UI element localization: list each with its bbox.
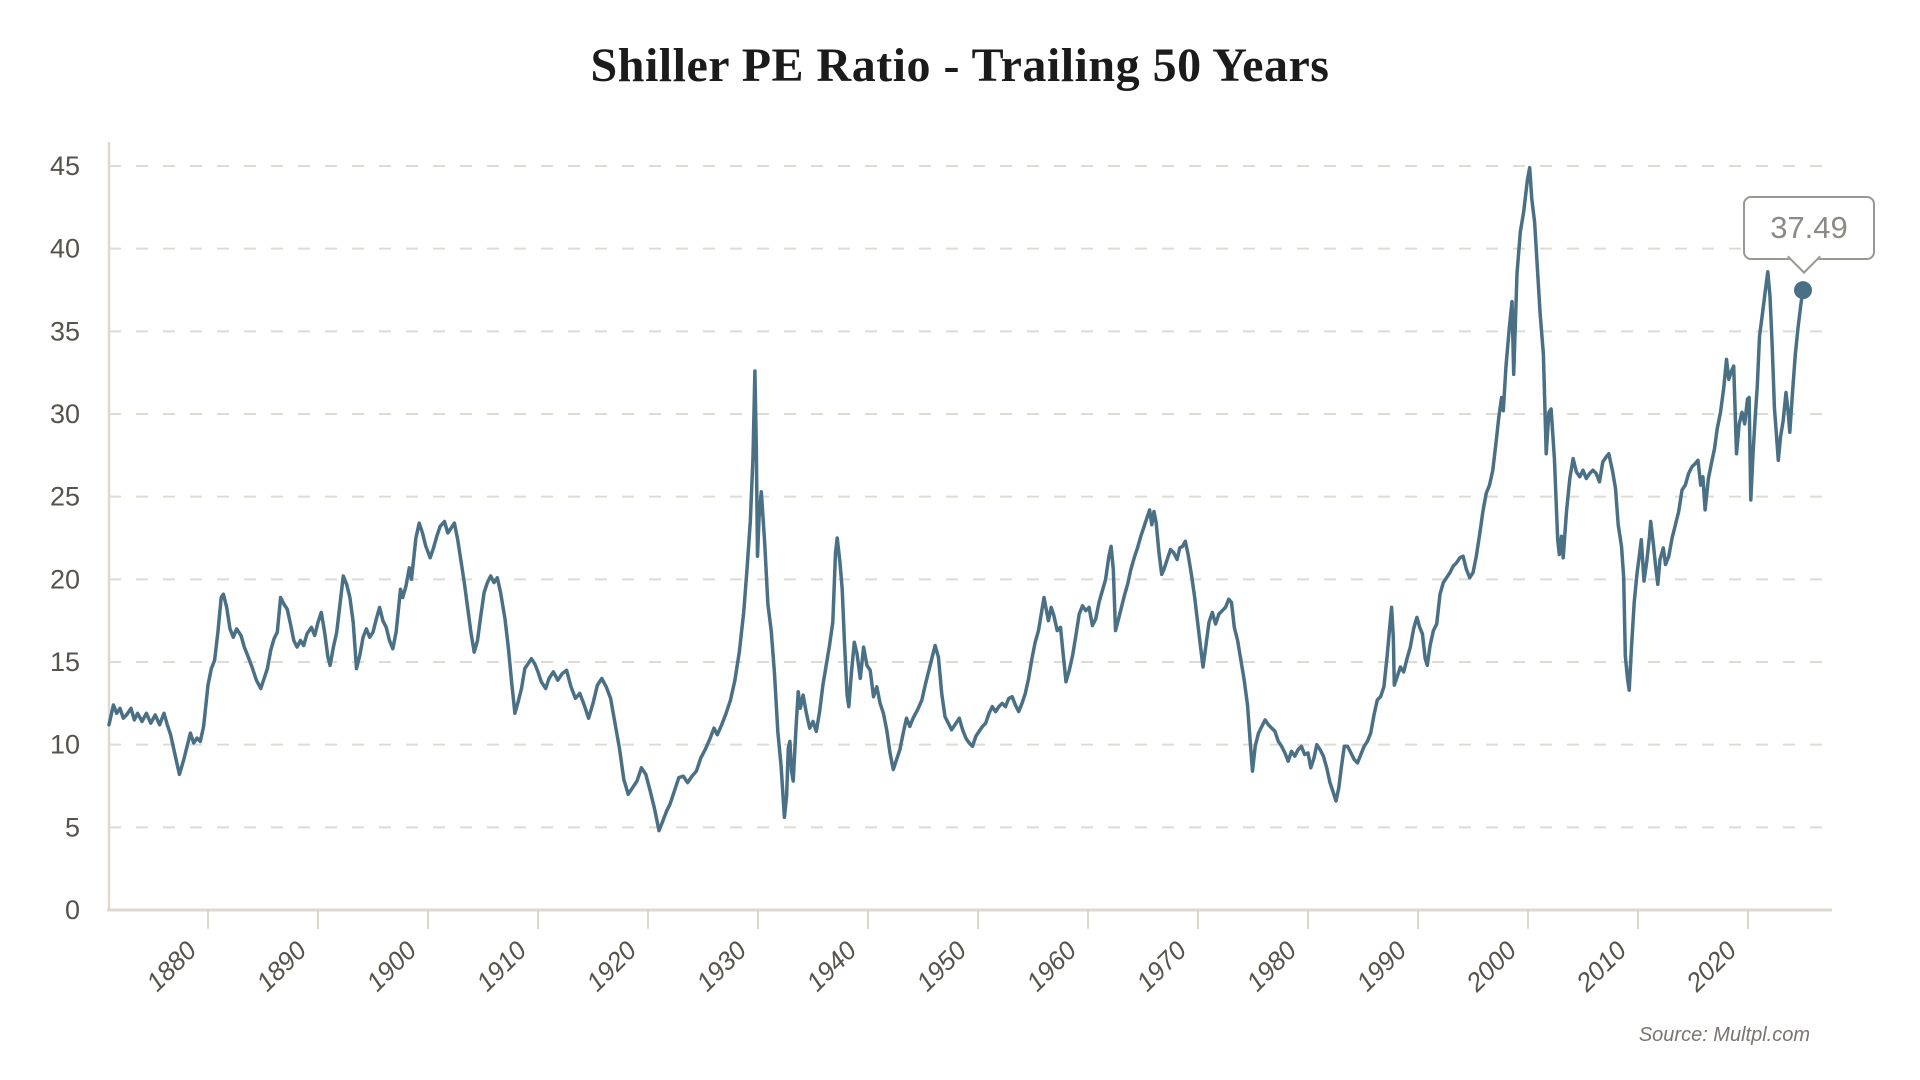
- y-axis-label-10: 10: [50, 730, 80, 760]
- x-axis-label-1920: 1920: [580, 935, 642, 997]
- x-axis-label-2020: 2020: [1679, 935, 1742, 998]
- x-axis-label-1950: 1950: [910, 935, 972, 997]
- x-axis-label-1990: 1990: [1350, 935, 1412, 997]
- y-axis-label-0: 0: [65, 895, 80, 925]
- x-axis-label-1960: 1960: [1020, 935, 1082, 997]
- x-axis-label-1940: 1940: [800, 935, 862, 997]
- source-credit: Source: Multpl.com: [1638, 1024, 1810, 1046]
- x-axis-label-2000: 2000: [1459, 935, 1522, 998]
- x-axis-label-1910: 1910: [470, 935, 532, 997]
- x-axis-label-2010: 2010: [1569, 935, 1632, 998]
- x-axis-label-1980: 1980: [1240, 935, 1302, 997]
- y-axis-label-20: 20: [50, 564, 80, 594]
- x-axis-label-1930: 1930: [690, 935, 752, 997]
- x-axis-label-1890: 1890: [250, 935, 312, 997]
- y-axis-label-40: 40: [50, 234, 80, 264]
- y-axis-label-15: 15: [50, 647, 80, 677]
- x-axis-label-1900: 1900: [360, 935, 422, 997]
- y-axis-label-35: 35: [50, 316, 80, 346]
- y-axis-label-5: 5: [65, 812, 80, 842]
- chart-title: Shiller PE Ratio - Trailing 50 Years: [590, 39, 1330, 92]
- tooltip-value: 37.49: [1770, 210, 1848, 246]
- x-axis-label-1970: 1970: [1130, 935, 1192, 997]
- y-axis-label-45: 45: [50, 151, 80, 181]
- x-axis-label-1880: 1880: [140, 935, 202, 997]
- y-axis-label-30: 30: [50, 399, 80, 429]
- latest-point-marker[interactable]: [1794, 281, 1812, 300]
- pe-ratio-line: [107, 165, 1805, 833]
- y-axis-label-25: 25: [50, 482, 80, 512]
